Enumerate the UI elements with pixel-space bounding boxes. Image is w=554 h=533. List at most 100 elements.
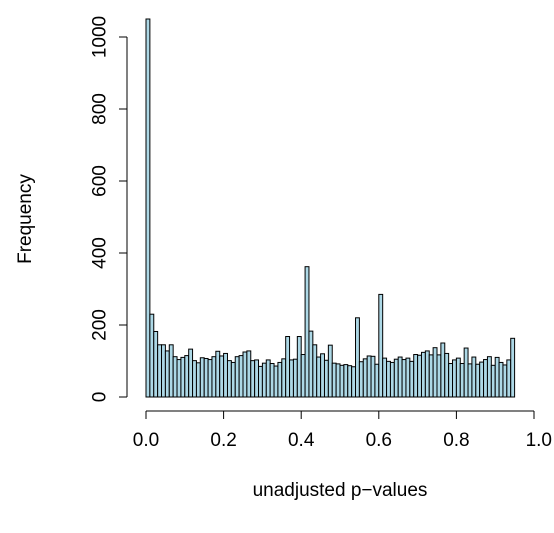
histogram-bar	[428, 354, 434, 398]
histogram-bar	[374, 363, 380, 398]
histogram-bar	[153, 330, 159, 398]
histogram-bar	[335, 363, 341, 398]
histogram-bar	[211, 356, 217, 398]
histogram-bar	[405, 357, 411, 398]
histogram-bar	[192, 360, 197, 398]
histogram-bar	[292, 358, 298, 398]
histogram-bar	[331, 362, 337, 398]
histogram-bar	[219, 355, 225, 398]
histogram-bar	[246, 350, 252, 398]
histogram-bar	[389, 361, 395, 398]
histogram-bar	[393, 358, 399, 398]
histogram-bar	[386, 360, 391, 398]
histogram-bar	[366, 355, 372, 398]
histogram-bar	[351, 366, 357, 398]
histogram-bar	[242, 351, 248, 398]
y-tick-label: 800	[90, 93, 111, 125]
histogram-bar	[401, 359, 407, 398]
x-tick-label: 0.4	[288, 430, 315, 451]
histogram-bar	[440, 342, 446, 398]
histogram-bar	[312, 344, 318, 398]
x-axis-label: unadjusted p−values	[253, 480, 428, 501]
y-tick-label: 1000	[90, 16, 111, 58]
histogram-bar	[320, 353, 325, 398]
histogram-bar	[261, 362, 267, 398]
histogram-bar	[362, 358, 368, 398]
histogram-bar	[417, 354, 422, 398]
histogram-bar	[300, 354, 306, 398]
x-tick-label: 0.0	[133, 430, 159, 451]
histogram-bar	[157, 344, 163, 398]
histogram-bar	[471, 356, 477, 398]
histogram-bar	[490, 364, 496, 398]
histogram-bar	[498, 361, 504, 398]
histogram-bar	[188, 348, 194, 398]
histogram-bar	[195, 362, 201, 398]
histogram-bar	[265, 359, 271, 398]
histogram-bar	[281, 358, 287, 398]
histogram-bar	[149, 313, 155, 398]
histogram-bar	[168, 344, 174, 398]
histogram-bar	[164, 350, 170, 398]
x-tick-label: 1.0	[526, 430, 552, 451]
histogram-bar	[420, 351, 426, 398]
histogram-bar	[347, 365, 353, 398]
y-axis: 0 200 400 600 800 1000	[90, 16, 128, 402]
histogram-bar	[370, 355, 376, 398]
histogram-bar	[463, 347, 469, 398]
histogram-bar	[277, 361, 283, 398]
histogram-bar	[502, 364, 508, 398]
histogram-bar	[207, 359, 213, 398]
histogram-bar	[455, 357, 461, 398]
histogram-bar	[510, 337, 516, 398]
histogram-bar	[475, 363, 481, 398]
histogram-bar	[355, 317, 360, 398]
y-tick-label: 200	[90, 309, 111, 341]
histogram-bar	[304, 266, 310, 398]
histogram-bar	[358, 361, 364, 398]
histogram-bar	[180, 356, 186, 398]
histogram-bar	[378, 293, 384, 398]
histogram-bar	[452, 359, 457, 398]
histogram-bar	[327, 344, 333, 398]
histogram-bar	[273, 365, 279, 398]
histogram-bar	[382, 357, 388, 398]
histogram-bars	[145, 18, 516, 398]
histogram-bar	[226, 360, 232, 398]
histogram-bar	[269, 363, 275, 398]
histogram-bar	[258, 365, 263, 398]
x-tick-label: 0.6	[366, 430, 392, 451]
histogram-bar	[323, 359, 329, 398]
x-tick-label: 0.2	[210, 430, 236, 451]
histogram-bar	[397, 356, 403, 398]
histogram-bar	[486, 356, 492, 398]
histogram-bar	[316, 356, 322, 398]
histogram-bar	[161, 344, 166, 398]
histogram-bar	[215, 350, 221, 398]
y-tick-label: 400	[90, 237, 111, 269]
histogram-bar	[308, 330, 314, 398]
histogram-bar	[230, 361, 236, 398]
histogram-bar	[234, 356, 240, 398]
x-axis: 0.0 0.2 0.4 0.6 0.8 1.0	[133, 410, 552, 451]
histogram-bar	[413, 354, 419, 398]
y-tick-label: 600	[90, 165, 111, 197]
histogram-bar	[254, 359, 260, 398]
histogram-bar	[172, 356, 178, 398]
histogram-bar	[467, 363, 473, 398]
histogram-bar	[459, 363, 465, 398]
histogram-bar	[343, 364, 349, 398]
histogram-bar	[176, 359, 182, 398]
histogram-bar	[506, 359, 512, 398]
histogram-bar	[285, 336, 291, 398]
histogram-bar	[494, 356, 500, 398]
histogram-bar	[250, 360, 256, 398]
histogram-bar	[203, 357, 209, 398]
x-tick-label: 0.8	[443, 430, 469, 451]
histogram-bar	[479, 361, 485, 398]
histogram-bar	[409, 360, 415, 398]
histogram-bar	[424, 350, 430, 398]
histogram-bar	[448, 363, 454, 398]
histogram-bar	[483, 359, 488, 398]
